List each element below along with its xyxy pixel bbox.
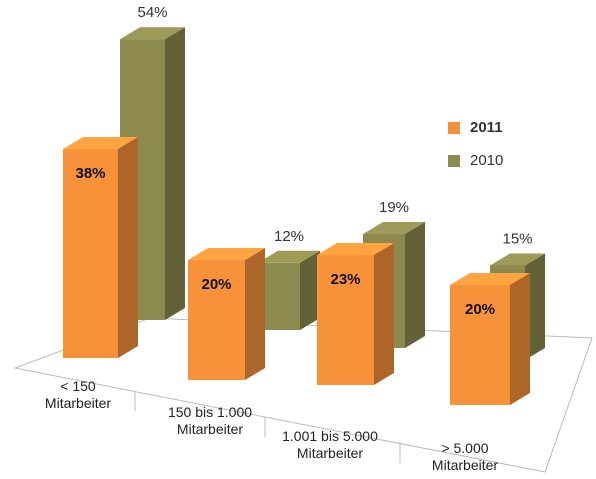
bar-side: [300, 250, 320, 330]
bar-side: [245, 248, 265, 380]
bar-side: [510, 273, 530, 405]
value-label: 19%: [379, 199, 409, 216]
legend-label: 2011: [470, 119, 503, 136]
bar-front: [63, 149, 118, 358]
bar: [258, 250, 320, 330]
bar-front: [450, 285, 510, 405]
bar: [317, 243, 394, 385]
bar-top: [450, 273, 530, 285]
legend-swatch: [448, 155, 460, 167]
x-tick-label: 1.001 bis 5.000 Mitarbeiter: [282, 428, 378, 461]
bar: [188, 248, 265, 380]
bar-top: [490, 253, 545, 266]
value-label: 23%: [330, 271, 360, 288]
bar-side: [165, 27, 185, 320]
bar-top: [258, 250, 320, 263]
bar-side: [374, 243, 394, 385]
bar-front: [188, 260, 245, 380]
x-tick-label: < 150 Mitarbeiter: [44, 378, 112, 411]
legend-label: 2010: [470, 152, 503, 169]
bar-top: [63, 137, 138, 149]
bar: [450, 273, 530, 405]
value-label: 15%: [502, 230, 532, 247]
value-label: 12%: [274, 228, 304, 245]
value-label: 20%: [201, 276, 231, 293]
x-tick-label: > 5.000 Mitarbeiter: [431, 440, 499, 473]
bar-top: [317, 243, 394, 256]
bar-side: [118, 137, 138, 358]
bar-front: [317, 255, 374, 385]
bar: [63, 137, 138, 358]
legend-swatch: [448, 122, 460, 134]
bar-top: [188, 248, 265, 260]
bar-side: [405, 222, 425, 348]
bar-top: [363, 222, 425, 234]
value-label: 54%: [137, 4, 167, 21]
bar-top: [120, 27, 185, 40]
value-label: 38%: [75, 165, 105, 182]
value-label: 20%: [465, 301, 495, 318]
x-tick-label: 150 bis 1.000 Mitarbeiter: [167, 404, 253, 437]
